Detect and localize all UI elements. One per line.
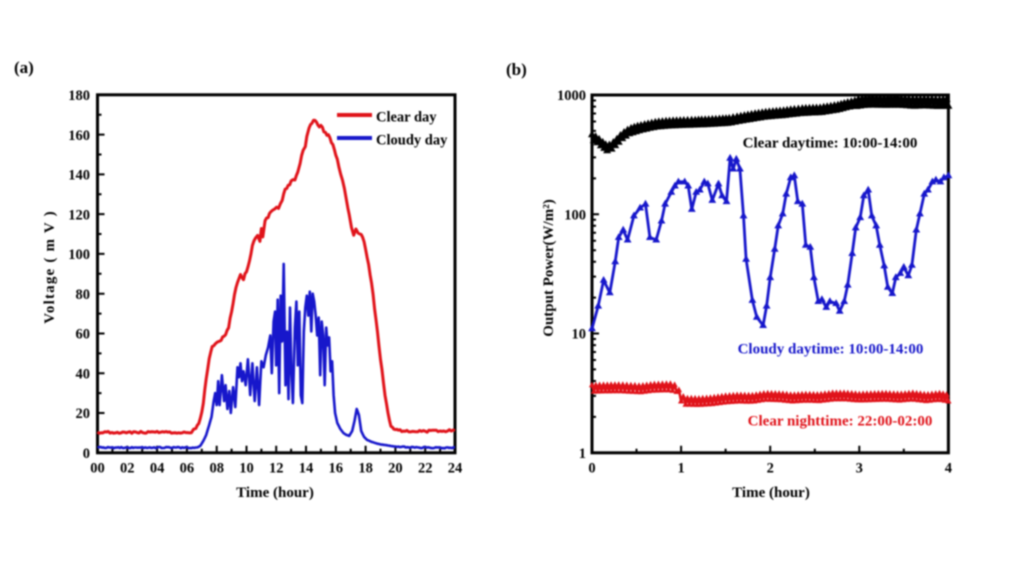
svg-text:160: 160 [68, 128, 90, 144]
svg-text:Time (hour): Time (hour) [732, 485, 810, 501]
svg-text:1: 1 [677, 461, 684, 477]
svg-text:0: 0 [83, 446, 90, 462]
svg-text:100: 100 [68, 247, 90, 263]
svg-text:3: 3 [856, 461, 863, 477]
svg-text:12: 12 [269, 461, 284, 477]
svg-text:04: 04 [150, 461, 165, 477]
svg-text:20: 20 [388, 461, 403, 477]
svg-text:Time (hour): Time (hour) [236, 485, 314, 501]
svg-text:1: 1 [579, 446, 586, 462]
svg-text:100: 100 [564, 208, 586, 224]
svg-text:4: 4 [945, 461, 952, 477]
svg-text:1000: 1000 [557, 88, 586, 104]
svg-text:20: 20 [76, 406, 91, 422]
svg-text:140: 140 [68, 168, 90, 184]
svg-text:14: 14 [299, 461, 314, 477]
svg-text:18: 18 [358, 461, 373, 477]
svg-text:16: 16 [329, 461, 344, 477]
svg-text:22: 22 [418, 461, 433, 477]
svg-text:10: 10 [239, 461, 254, 477]
svg-text:(a): (a) [14, 58, 34, 77]
svg-text:10: 10 [572, 327, 587, 343]
svg-text:Cloudy daytime: 10:00-14:00: Cloudy daytime: 10:00-14:00 [738, 342, 924, 358]
svg-text:00: 00 [90, 461, 105, 477]
svg-text:120: 120 [68, 207, 90, 223]
svg-text:Voltage ( m V ): Voltage ( m V ) [42, 210, 58, 324]
svg-text:40: 40 [76, 366, 91, 382]
svg-text:Clear day: Clear day [376, 110, 437, 126]
svg-text:Clear nighttime: 22:00-02:00: Clear nighttime: 22:00-02:00 [748, 414, 933, 430]
svg-text:(b): (b) [506, 60, 527, 79]
svg-text:60: 60 [76, 327, 91, 343]
svg-text:08: 08 [209, 461, 224, 477]
svg-text:02: 02 [120, 461, 135, 477]
svg-text:Clear daytime: 10:00-14:00: Clear daytime: 10:00-14:00 [743, 136, 918, 152]
svg-text:80: 80 [76, 287, 91, 303]
svg-text:0: 0 [588, 461, 595, 477]
svg-text:24: 24 [448, 461, 463, 477]
svg-text:2: 2 [767, 461, 774, 477]
svg-text:Cloudy day: Cloudy day [376, 133, 448, 149]
svg-text:Output Power(W/m²): Output Power(W/m²) [541, 199, 557, 336]
svg-text:06: 06 [180, 461, 195, 477]
svg-text:180: 180 [68, 88, 90, 104]
